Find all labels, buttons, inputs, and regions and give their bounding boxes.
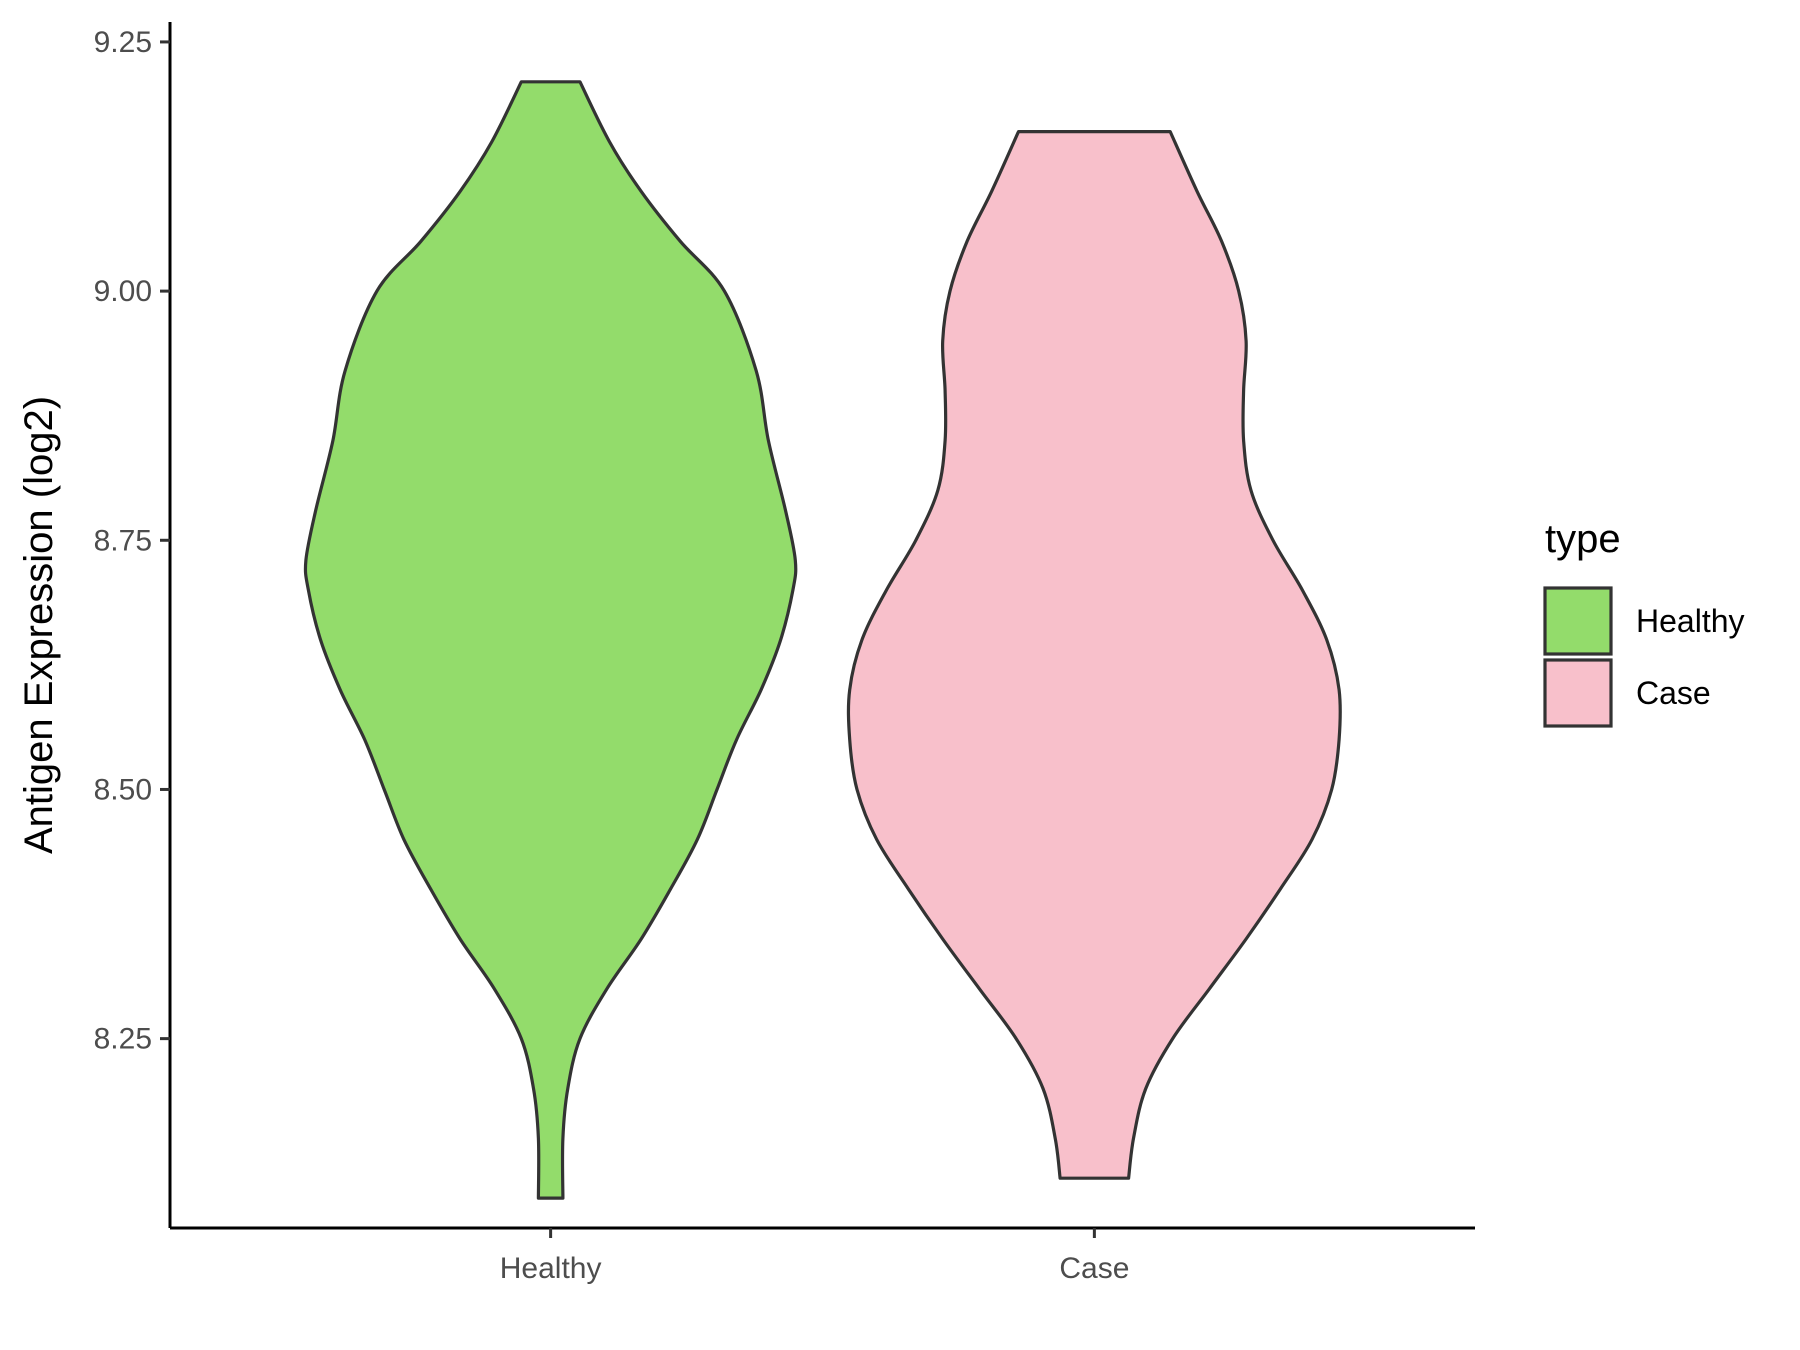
legend-title: type [1545, 517, 1621, 561]
legend-items: Healthy Case [1543, 586, 1745, 728]
axes [168, 22, 1475, 1230]
y-ticks: 8.25 8.50 8.75 9.00 9.25 [94, 26, 170, 1056]
y-tick-label: 9.25 [94, 26, 152, 59]
x-tick-label: Healthy [500, 1252, 602, 1285]
y-tick-label: 9.00 [94, 275, 152, 308]
y-axis-title: Antigen Expression (log2) [17, 396, 61, 854]
violin-healthy [303, 80, 798, 1200]
x-tick-label: Case [1059, 1252, 1129, 1285]
x-ticks: Healthy Case [500, 1228, 1129, 1285]
y-tick-label: 8.75 [94, 524, 152, 557]
y-tick-label: 8.25 [94, 1023, 152, 1056]
legend-label-healthy: Healthy [1636, 603, 1745, 639]
violin-case [846, 130, 1342, 1180]
violin-layer [303, 80, 1342, 1200]
legend-key-case [1543, 658, 1613, 728]
y-tick-label: 8.50 [94, 773, 152, 806]
legend-key-healthy [1543, 586, 1613, 656]
legend: type Healthy Case [1543, 517, 1745, 728]
legend-label-case: Case [1636, 675, 1711, 711]
